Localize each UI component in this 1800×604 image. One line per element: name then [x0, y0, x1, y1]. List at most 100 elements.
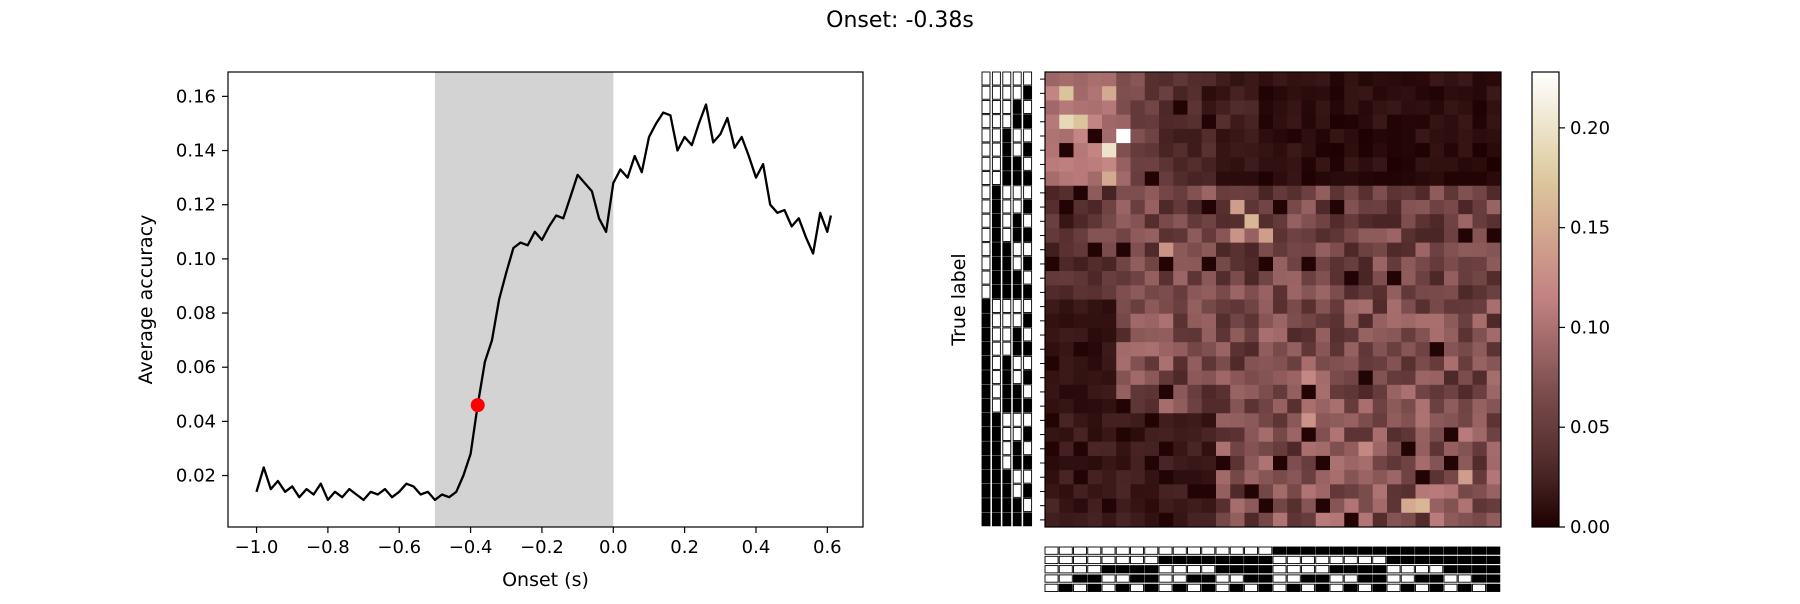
heatmap-cell: [1187, 128, 1203, 144]
heatmap-cell: [1401, 313, 1416, 329]
row-label-code: [981, 213, 991, 228]
heatmap-cell: [1130, 512, 1146, 528]
heatmap-cell: [1102, 171, 1117, 187]
heatmap-cell: [1144, 399, 1160, 414]
row-label-code: [1023, 270, 1033, 285]
heatmap-cell: [1344, 242, 1359, 258]
row-label-code: [1012, 128, 1022, 143]
heatmap-cell: [1315, 498, 1331, 514]
heatmap-cell: [1315, 455, 1331, 471]
heatmap-cell: [1059, 171, 1074, 187]
col-label-code: [1087, 565, 1102, 574]
col-label-code: [1158, 583, 1173, 592]
heatmap-cell: [1130, 399, 1146, 414]
heatmap-cell: [1116, 114, 1131, 130]
row-label-code: [981, 270, 991, 285]
heatmap-cell: [1458, 356, 1473, 371]
heatmap-cell: [1472, 484, 1488, 499]
row-label-code: [991, 85, 1001, 100]
col-label-code: [1115, 565, 1130, 574]
heatmap-cell: [1358, 185, 1374, 201]
heatmap-cell: [1372, 143, 1388, 158]
heatmap-cell: [1144, 512, 1160, 528]
y-tick-label: 0.14: [176, 141, 216, 162]
heatmap-cell: [1258, 72, 1274, 87]
heatmap-cell: [1059, 327, 1074, 343]
heatmap-cell: [1301, 299, 1317, 315]
heatmap-cell: [1144, 427, 1160, 443]
heatmap-cell: [1087, 413, 1103, 428]
heatmap-cell: [1144, 199, 1160, 215]
col-label-code: [1087, 574, 1102, 583]
heatmap-cell: [1144, 256, 1160, 272]
heatmap-cell: [1472, 271, 1488, 286]
heatmap-cell: [1201, 512, 1217, 528]
heatmap-cell: [1273, 256, 1288, 272]
col-label-code: [1358, 565, 1373, 574]
heatmap-cell: [1159, 498, 1174, 514]
row-label-code: [981, 242, 991, 257]
heatmap-cell: [1130, 342, 1146, 357]
row-label-code: [991, 256, 1001, 271]
heatmap-cell: [1173, 86, 1188, 101]
heatmap-cell: [1273, 427, 1288, 443]
heatmap-cell: [1073, 86, 1089, 101]
heatmap-cell: [1387, 370, 1402, 386]
heatmap-cell: [1045, 185, 1060, 201]
heatmap-cell: [1116, 427, 1131, 443]
heatmap-cell: [1429, 498, 1445, 514]
heatmap-cell: [1130, 228, 1146, 244]
col-label-code: [1144, 565, 1159, 574]
heatmap-cell: [1344, 342, 1359, 357]
heatmap-cell: [1130, 171, 1146, 187]
heatmap-cell: [1087, 299, 1103, 315]
row-label-code: [1002, 85, 1012, 100]
heatmap-cell: [1273, 100, 1288, 116]
heatmap-cell: [1315, 470, 1331, 485]
row-label-code: [981, 199, 991, 214]
heatmap-cell: [1258, 299, 1274, 315]
heatmap-cell: [1102, 384, 1117, 400]
row-label-code: [991, 156, 1001, 171]
heatmap-cell: [1087, 242, 1103, 258]
col-label-code: [1372, 546, 1387, 555]
heatmap-cell: [1244, 242, 1260, 258]
heatmap-cell: [1045, 114, 1060, 130]
row-label-code: [1023, 142, 1033, 157]
heatmap-cell: [1045, 512, 1060, 528]
col-label-code: [1058, 555, 1073, 565]
heatmap-cell: [1116, 199, 1131, 215]
heatmap-cell: [1401, 171, 1416, 187]
row-label-code: [1012, 355, 1022, 370]
heatmap-cell: [1059, 199, 1074, 215]
heatmap-cell: [1187, 313, 1203, 329]
heatmap-cell: [1358, 143, 1374, 158]
heatmap-cell: [1201, 413, 1217, 428]
heatmap-cell: [1444, 72, 1459, 87]
heatmap-cell: [1130, 384, 1146, 400]
heatmap-cell: [1201, 157, 1217, 172]
col-label-code: [1144, 546, 1159, 555]
row-label-code: [991, 313, 1001, 328]
heatmap-cell: [1486, 512, 1502, 528]
row-label-code: [991, 498, 1001, 513]
y-tick-label: 0.06: [176, 357, 216, 378]
heatmap-cell: [1159, 356, 1174, 371]
heatmap-cell: [1216, 242, 1231, 258]
heatmap-cell: [1159, 313, 1174, 329]
heatmap-cell: [1230, 484, 1245, 499]
row-label-code: [1012, 171, 1022, 185]
heatmap-cell: [1372, 299, 1388, 315]
col-label-code: [1301, 555, 1316, 565]
heatmap-cell: [1230, 413, 1245, 428]
heatmap-cell: [1472, 185, 1488, 201]
heatmap-cell: [1429, 455, 1445, 471]
heatmap-cell: [1344, 171, 1359, 187]
heatmap-cell: [1330, 285, 1345, 300]
col-label-code: [1400, 574, 1415, 583]
row-label-code: [1012, 142, 1022, 157]
col-label-code: [1258, 574, 1273, 583]
heatmap-cell: [1258, 214, 1274, 229]
heatmap-cell: [1301, 214, 1317, 229]
heatmap-cell: [1087, 285, 1103, 300]
